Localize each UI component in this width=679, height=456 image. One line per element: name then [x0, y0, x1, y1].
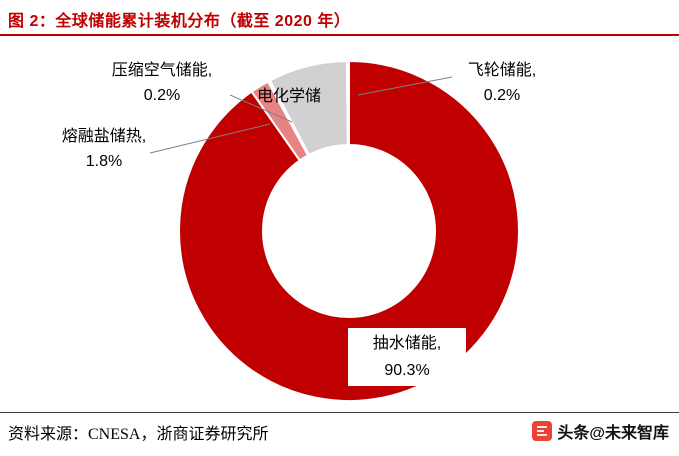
callout-compressed-air-name: 压缩空气储能, [111, 62, 213, 79]
callout-pumped-hydro-value: 90.3% [384, 362, 430, 379]
donut-slice-抽水储能 [178, 59, 520, 402]
title-divider [0, 34, 679, 36]
watermark: 头条@未来智库 [532, 419, 669, 443]
callout-molten-salt: 熔融盐储热, 1.8% [48, 124, 160, 174]
callout-electrochemical: 电化学储 [257, 84, 321, 109]
callout-flywheel: 飞轮储能, 0.2% [446, 58, 558, 108]
donut-slice-飞轮储能 [345, 59, 350, 147]
leader-line-2 [149, 123, 271, 154]
callout-pumped-hydro: 抽水储能, 90.3% [348, 328, 466, 386]
watermark-text: 头条@未来智库 [557, 425, 669, 442]
callout-flywheel-value: 0.2% [483, 87, 521, 104]
callout-electrochemical-name: 电化学储 [257, 88, 322, 105]
leader-line-1 [229, 94, 293, 123]
leader-line-0 [357, 76, 453, 96]
toutiao-logo-icon [532, 421, 553, 441]
callout-flywheel-name: 飞轮储能, [467, 62, 537, 79]
footer-divider [0, 412, 679, 413]
callout-compressed-air-value: 0.2% [143, 87, 181, 104]
callout-pumped-hydro-name: 抽水储能, [372, 335, 442, 352]
callout-compressed-air: 压缩空气储能, 0.2% [86, 58, 238, 108]
figure-title: 图 2：全球储能累计装机分布（截至 2020 年） [8, 13, 351, 30]
callout-molten-salt-name: 熔融盐储热, [61, 128, 147, 145]
source-note: 资料来源：CNESA，浙商证券研究所 [8, 426, 269, 443]
callout-molten-salt-value: 1.8% [85, 153, 123, 170]
